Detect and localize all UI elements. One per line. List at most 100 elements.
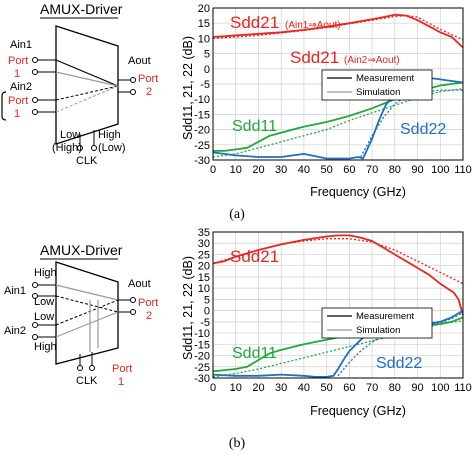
x-tick-label: 30 [275, 382, 287, 394]
x-tick-label: 50 [321, 164, 333, 176]
y-tick-label: -15 [194, 109, 210, 121]
diagram-a-terminal [32, 97, 38, 103]
diagram-a-port2-number: 2 [146, 86, 152, 98]
series-sdd21-measurement [212, 234, 464, 316]
chart-a-y-ticks: -30 -25 -20 -15 -10 -5 0 5 10 15 20 [194, 3, 210, 167]
diagram-a-path-ain2 [55, 85, 119, 101]
y-tick-label: 5 [204, 294, 210, 306]
series-sdd22-simulation [360, 89, 463, 158]
diagram-a-bracket [1, 91, 7, 121]
x-tick-label: 80 [389, 382, 401, 394]
x-tick-label: 0 [210, 164, 216, 176]
chart-a-sdd22-label: Sdd22 [400, 121, 446, 138]
diagram-b-level-2: Low [34, 296, 54, 308]
diagram-b-port2-number: 2 [146, 310, 152, 322]
diagram-a-terminal [130, 89, 136, 95]
chart-a-sdd11-label: Sdd11 [232, 118, 277, 135]
chart-b-sdd22-label: Sdd22 [376, 355, 422, 372]
diagram-b-mux-block [55, 261, 119, 365]
chart-b-legend: Measurement Simulation [321, 307, 433, 339]
y-tick-label: -20 [194, 125, 210, 137]
diagram-a-terminal [91, 145, 97, 151]
diagram-b-ain1-label: Ain1 [4, 285, 26, 297]
diagram-a-path-ain2-sim [55, 85, 119, 113]
diagram-a-path-ain1-sim [55, 71, 119, 87]
x-tick-label: 30 [275, 164, 287, 176]
y-tick-label: 0 [204, 64, 210, 76]
diagram-a-low-paren: (High) [52, 142, 82, 154]
chart-b-legend-measurement: Measurement [356, 311, 414, 322]
chart-a-legend: Measurement Simulation [321, 69, 433, 101]
diagram-b-clk-path [89, 300, 99, 352]
y-tick-label: 0 [204, 306, 210, 318]
y-tick-label: 20 [198, 261, 210, 273]
x-tick-label: 80 [389, 164, 401, 176]
x-tick-label: 90 [411, 382, 423, 394]
diagram-b-port1-number: 1 [118, 376, 124, 388]
y-tick-label: -10 [194, 328, 210, 340]
diagram-b: AMUX-Driver High Ain1 Low Low Ain2 High … [4, 242, 158, 388]
chart-a-x-axis-label: Frequency (GHz) [310, 185, 406, 199]
y-tick-label: -25 [194, 362, 210, 374]
diagram-b-level-1: High [34, 267, 57, 279]
diagram-a-terminal [130, 77, 136, 83]
diagram-b-ain2-label: Ain2 [4, 325, 26, 337]
diagram-b-title: AMUX-Driver [40, 242, 123, 258]
chart-b-frame [212, 231, 464, 379]
diagram-a-terminal [32, 69, 38, 75]
y-tick-label: -5 [200, 317, 210, 329]
diagram-b-path-2 [55, 295, 119, 313]
x-tick-label: 40 [298, 382, 310, 394]
x-tick-label: 70 [366, 382, 378, 394]
diagram-b-terminal [32, 322, 38, 328]
y-tick-label: -10 [194, 94, 210, 106]
diagram-a-high-paren: (Low) [98, 142, 126, 154]
y-tick-label: -25 [194, 140, 210, 152]
x-tick-label: 10 [230, 164, 242, 176]
y-tick-label: 10 [198, 33, 210, 45]
diagram-b-path-3 [55, 299, 119, 326]
chart-a-sdd21-sub-ain2: (Ain2⇒Aout) [344, 55, 400, 66]
diagram-b-level-3: Low [34, 311, 54, 323]
chart-a-x-ticks: 0 10 20 30 40 50 60 70 80 90 100 110 [210, 164, 472, 176]
y-tick-label: 30 [198, 238, 210, 250]
x-tick-label: 60 [343, 382, 355, 394]
x-tick-label: 50 [321, 382, 333, 394]
diagram-b-port1-label: Port [112, 363, 132, 375]
diagram-b-level-4: High [34, 341, 57, 353]
y-tick-label: -30 [194, 373, 210, 385]
x-tick-label: 40 [298, 164, 310, 176]
x-tick-label: 20 [252, 164, 264, 176]
y-tick-label: -30 [194, 155, 210, 167]
x-tick-label: 110 [454, 382, 472, 394]
diagram-b-path-4 [55, 311, 119, 338]
series-sdd22-simulation [337, 312, 464, 377]
diagram-b-terminal [32, 293, 38, 299]
diagram-b-clk-label: CLK [76, 375, 98, 387]
chart-b-sdd11-label: Sdd11 [232, 345, 277, 362]
x-tick-label: 0 [210, 382, 216, 394]
diagram-a-clk-label: CLK [76, 155, 98, 167]
chart-a-legend-box [321, 69, 433, 101]
y-tick-label: 10 [198, 283, 210, 295]
diagram-b-terminal [130, 309, 136, 315]
diagram-b-aout-label: Aout [128, 278, 151, 290]
chart-b-x-axis-label: Frequency (GHz) [310, 404, 406, 418]
chart-a-legend-measurement: Measurement [356, 73, 414, 84]
chart-a-sdd21-label-ain2: Sdd21 [290, 48, 339, 67]
chart-a-frame [212, 7, 464, 161]
diagram-a-aout-label: Aout [128, 55, 151, 67]
chart-b-legend-simulation: Simulation [356, 325, 400, 336]
diagram-a-port1-number: 1 [14, 68, 20, 80]
diagram-a-title: AMUX-Driver [40, 1, 123, 17]
diagram-b-terminal [32, 282, 38, 288]
y-tick-label: -5 [200, 79, 210, 91]
diagram-a-high-label: High [98, 129, 121, 141]
diagram-a-ain2-label: Ain2 [10, 81, 32, 93]
y-tick-label: 15 [198, 272, 210, 284]
y-tick-label: 25 [198, 249, 210, 261]
chart-a-sdd21-label-ain1: Sdd21 [230, 13, 279, 32]
x-tick-label: 70 [366, 164, 378, 176]
y-tick-label: 20 [198, 3, 210, 15]
diagram-a-terminal [32, 109, 38, 115]
